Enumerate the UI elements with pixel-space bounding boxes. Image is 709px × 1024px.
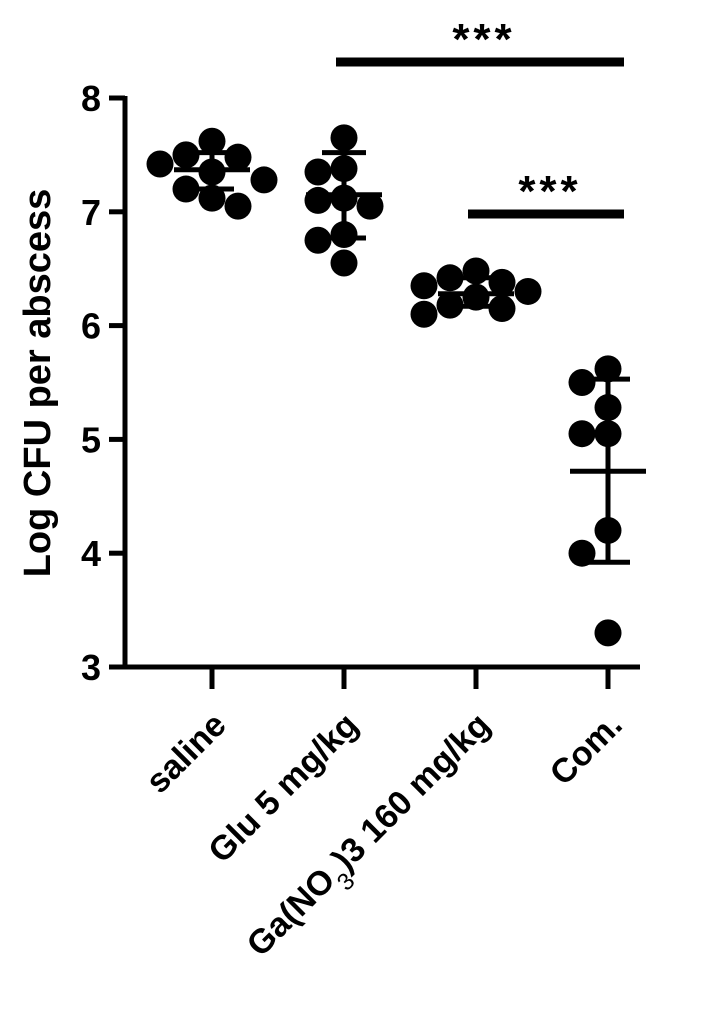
significance-label: *** [518, 167, 581, 216]
significance-label: *** [452, 15, 515, 64]
data-point [172, 175, 200, 203]
data-point [356, 192, 384, 220]
data-point [172, 141, 200, 169]
data-point [514, 277, 542, 305]
category-label: saline [139, 706, 234, 801]
data-point [250, 166, 278, 194]
y-tick-label: 7 [81, 192, 101, 233]
data-point [146, 150, 174, 178]
y-axis-title: Log CFU per abscess [17, 189, 59, 578]
data-point [568, 420, 596, 448]
data-point [330, 124, 358, 152]
data-point [304, 186, 332, 214]
data-group [146, 127, 278, 220]
x-axis [123, 664, 640, 689]
y-tick-label: 3 [81, 647, 101, 688]
data-group [304, 124, 384, 277]
data-group [410, 257, 542, 328]
y-tick-label: 6 [81, 306, 101, 347]
data-point [304, 158, 332, 186]
data-point [594, 355, 622, 383]
data-point [488, 295, 516, 323]
data-point [594, 619, 622, 647]
data-point [436, 291, 464, 319]
data-point [410, 300, 438, 328]
data-point [304, 226, 332, 254]
data-point [224, 143, 252, 171]
data-point [330, 249, 358, 277]
y-tick-label: 5 [81, 419, 101, 460]
data-group [568, 355, 646, 647]
significance-annotations: *** *** [336, 15, 624, 219]
y-tick-label: 4 [81, 533, 101, 574]
data-groups [146, 124, 646, 647]
category-label: Com. [543, 706, 630, 793]
data-point [198, 127, 226, 155]
data-point [436, 264, 464, 292]
y-axis: 3 4 5 6 7 8 [81, 78, 128, 688]
y-tick-label: 8 [81, 78, 101, 119]
category-label: Ga(NO3)3 160 mg/kg [240, 706, 506, 972]
data-point [224, 192, 252, 220]
data-point [410, 272, 438, 300]
data-point [568, 369, 596, 396]
